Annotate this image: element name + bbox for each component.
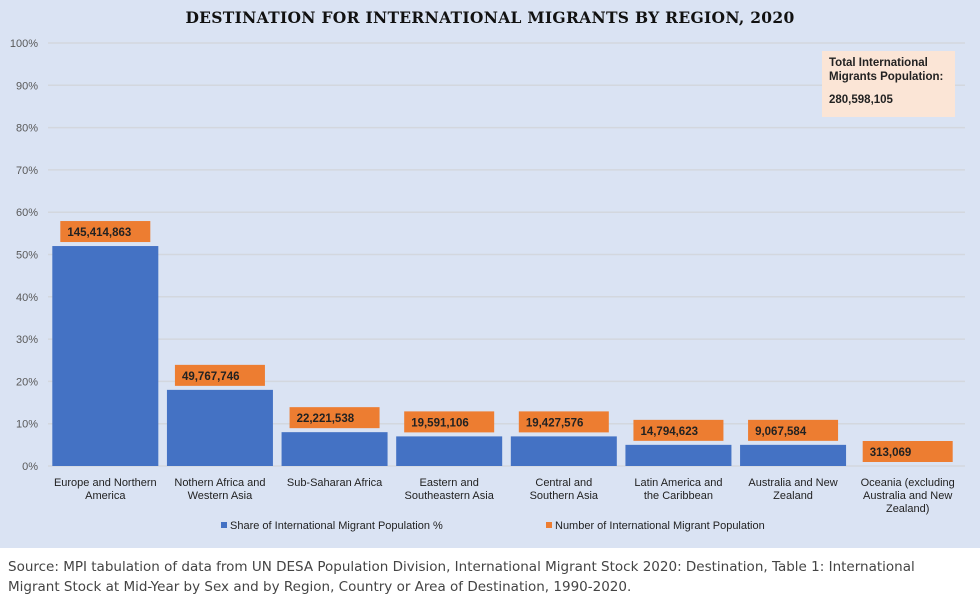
y-tick-label: 80% bbox=[16, 123, 38, 135]
data-label: 19,427,576 bbox=[526, 417, 584, 429]
data-label-box bbox=[289, 407, 380, 429]
total-value: 280,598,105 bbox=[829, 94, 893, 106]
x-tick-label: Oceania (excluding Australia and New Zeala… bbox=[861, 477, 955, 515]
legend-swatch bbox=[546, 522, 552, 528]
legend-label: Share of International Migrant Populatio… bbox=[230, 520, 443, 532]
x-tick-label: Latin America and the Caribbean bbox=[634, 477, 722, 502]
data-label-box bbox=[404, 411, 495, 433]
total-annotation: Total International Migrants Population:… bbox=[822, 51, 955, 117]
data-label-box bbox=[60, 221, 151, 243]
bar bbox=[625, 444, 732, 466]
y-tick-label: 70% bbox=[16, 165, 38, 177]
data-label: 9,067,584 bbox=[755, 426, 807, 438]
y-tick-label: 50% bbox=[16, 250, 38, 262]
bar-chart: 0% 10% 20% 30% 40% 50% 60% 70% 80% 90% 100% 145,414… bbox=[10, 38, 965, 532]
x-tick-label: Nothern Africa and Western Asia bbox=[174, 477, 265, 502]
bar bbox=[281, 432, 388, 466]
data-label: 145,414,863 bbox=[67, 227, 131, 239]
y-tick-label: 20% bbox=[16, 376, 38, 388]
x-tick-label: Eastern and Southeastern Asia bbox=[405, 477, 495, 502]
x-tick-label: Sub-Saharan Africa bbox=[287, 477, 383, 489]
source-note: Source: MPI tabulation of data from UN D… bbox=[8, 559, 915, 595]
bar bbox=[510, 436, 617, 466]
bar bbox=[396, 436, 503, 466]
total-label: Total International Migrants Population: bbox=[829, 57, 944, 83]
legend-label: Number of International Migrant Populati… bbox=[555, 520, 765, 532]
data-label: 14,794,623 bbox=[640, 426, 698, 438]
y-tick-label: 10% bbox=[16, 419, 38, 431]
bar bbox=[740, 444, 847, 466]
legend-swatch bbox=[221, 522, 227, 528]
y-tick-label: 30% bbox=[16, 334, 38, 346]
x-tick-label: Australia and New Zealand bbox=[748, 477, 837, 502]
x-tick-label: Europe and Northern America bbox=[54, 477, 157, 502]
chart-title: DESTINATION FOR INTERNATIONAL MIGRANTS B… bbox=[185, 8, 795, 27]
y-tick-label: 0% bbox=[22, 461, 38, 473]
data-label-box bbox=[633, 419, 724, 441]
bar bbox=[52, 246, 159, 466]
y-tick-label: 100% bbox=[10, 38, 38, 50]
data-label: 22,221,538 bbox=[297, 413, 355, 425]
x-tick-label: Central and Southern Asia bbox=[530, 477, 599, 502]
y-tick-label: 40% bbox=[16, 292, 38, 304]
data-label-box bbox=[174, 364, 265, 386]
y-tick-label: 60% bbox=[16, 207, 38, 219]
data-label: 19,591,106 bbox=[411, 417, 469, 429]
data-label-box bbox=[748, 419, 839, 441]
data-label-box bbox=[862, 441, 953, 462]
y-tick-label: 90% bbox=[16, 80, 38, 92]
bar bbox=[166, 389, 273, 466]
data-label: 49,767,746 bbox=[182, 371, 240, 383]
data-label: 313,069 bbox=[870, 447, 912, 459]
data-label-box bbox=[518, 411, 609, 433]
